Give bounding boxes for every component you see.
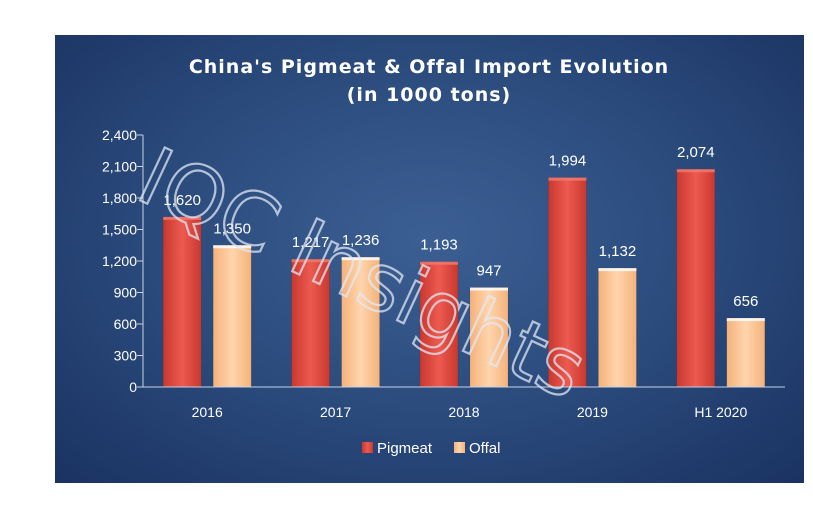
offal-bar-cap <box>726 318 765 322</box>
bars <box>162 168 766 388</box>
x-category-label: 2017 <box>320 404 351 420</box>
offal-legend-label: Offal <box>469 440 500 457</box>
x-category-label: 2018 <box>448 404 479 420</box>
pigmeat-data-label: 1,620 <box>163 192 201 209</box>
y-tick-label: 0 <box>129 379 137 395</box>
offal-bar <box>341 256 380 388</box>
pigmeat-legend-swatch <box>362 442 373 453</box>
chart-panel: China's Pigmeat & Offal Import Evolution… <box>55 35 804 483</box>
y-tick-label: 2,100 <box>102 159 137 175</box>
pigmeat-bar-cap <box>163 216 202 220</box>
pigmeat-bar-cap <box>548 177 587 181</box>
chart-svg: China's Pigmeat & Offal Import Evolution… <box>102 56 785 457</box>
offal-data-label: 1,236 <box>342 232 380 249</box>
y-tick-label: 1,800 <box>102 190 137 206</box>
offal-bar-cap <box>213 245 252 249</box>
y-tick-label: 1,200 <box>102 253 137 269</box>
y-tick-label: 2,400 <box>102 127 137 143</box>
offal-bar-cap <box>341 257 380 261</box>
y-tick-label: 300 <box>114 348 138 364</box>
offal-bar <box>212 245 252 388</box>
pigmeat-bar <box>162 216 202 388</box>
offal-data-label: 947 <box>476 263 501 280</box>
pigmeat-bar <box>548 177 587 388</box>
offal-legend-swatch <box>454 442 465 453</box>
y-axis: 0 300 600 900 1,200 1,500 1,800 2,100 2,400 <box>102 127 144 395</box>
pigmeat-bar <box>676 168 716 388</box>
data-labels: 1,620 1,350 1,217 1,236 1,193 947 1,994 1,132 2,… <box>163 144 758 310</box>
offal-bar <box>598 267 637 388</box>
y-tick-label: 1,500 <box>102 222 137 238</box>
offal-bar <box>726 317 766 388</box>
offal-bar-cap <box>470 287 508 291</box>
chart-subtitle: (in 1000 tons) <box>347 84 512 106</box>
pigmeat-data-label: 2,074 <box>677 144 715 161</box>
x-category-label: H1 2020 <box>694 404 747 420</box>
pigmeat-data-label: 1,994 <box>549 153 587 170</box>
x-category-label: 2019 <box>577 404 608 420</box>
pigmeat-bar <box>419 261 459 388</box>
y-tick-label: 900 <box>114 285 138 301</box>
pigmeat-legend-label: Pigmeat <box>377 440 433 457</box>
y-tick-label: 600 <box>114 316 138 332</box>
legend: Pigmeat Offal <box>362 440 500 457</box>
pigmeat-data-label: 1,217 <box>292 234 330 251</box>
pigmeat-bar-cap <box>291 259 330 263</box>
x-axis: 2016 2017 2018 2019 H1 2020 <box>143 386 785 420</box>
pigmeat-bar <box>291 258 330 388</box>
chart-title: China's Pigmeat & Offal Import Evolution <box>189 56 669 78</box>
pigmeat-bar-cap <box>676 169 715 173</box>
offal-data-label: 656 <box>733 293 758 310</box>
offal-bar-cap <box>598 268 637 272</box>
offal-data-label: 1,132 <box>599 243 637 260</box>
pigmeat-data-label: 1,193 <box>420 237 458 254</box>
x-category-label: 2016 <box>192 404 223 420</box>
pigmeat-bar-cap <box>420 261 458 265</box>
offal-data-label: 1,350 <box>213 220 251 237</box>
